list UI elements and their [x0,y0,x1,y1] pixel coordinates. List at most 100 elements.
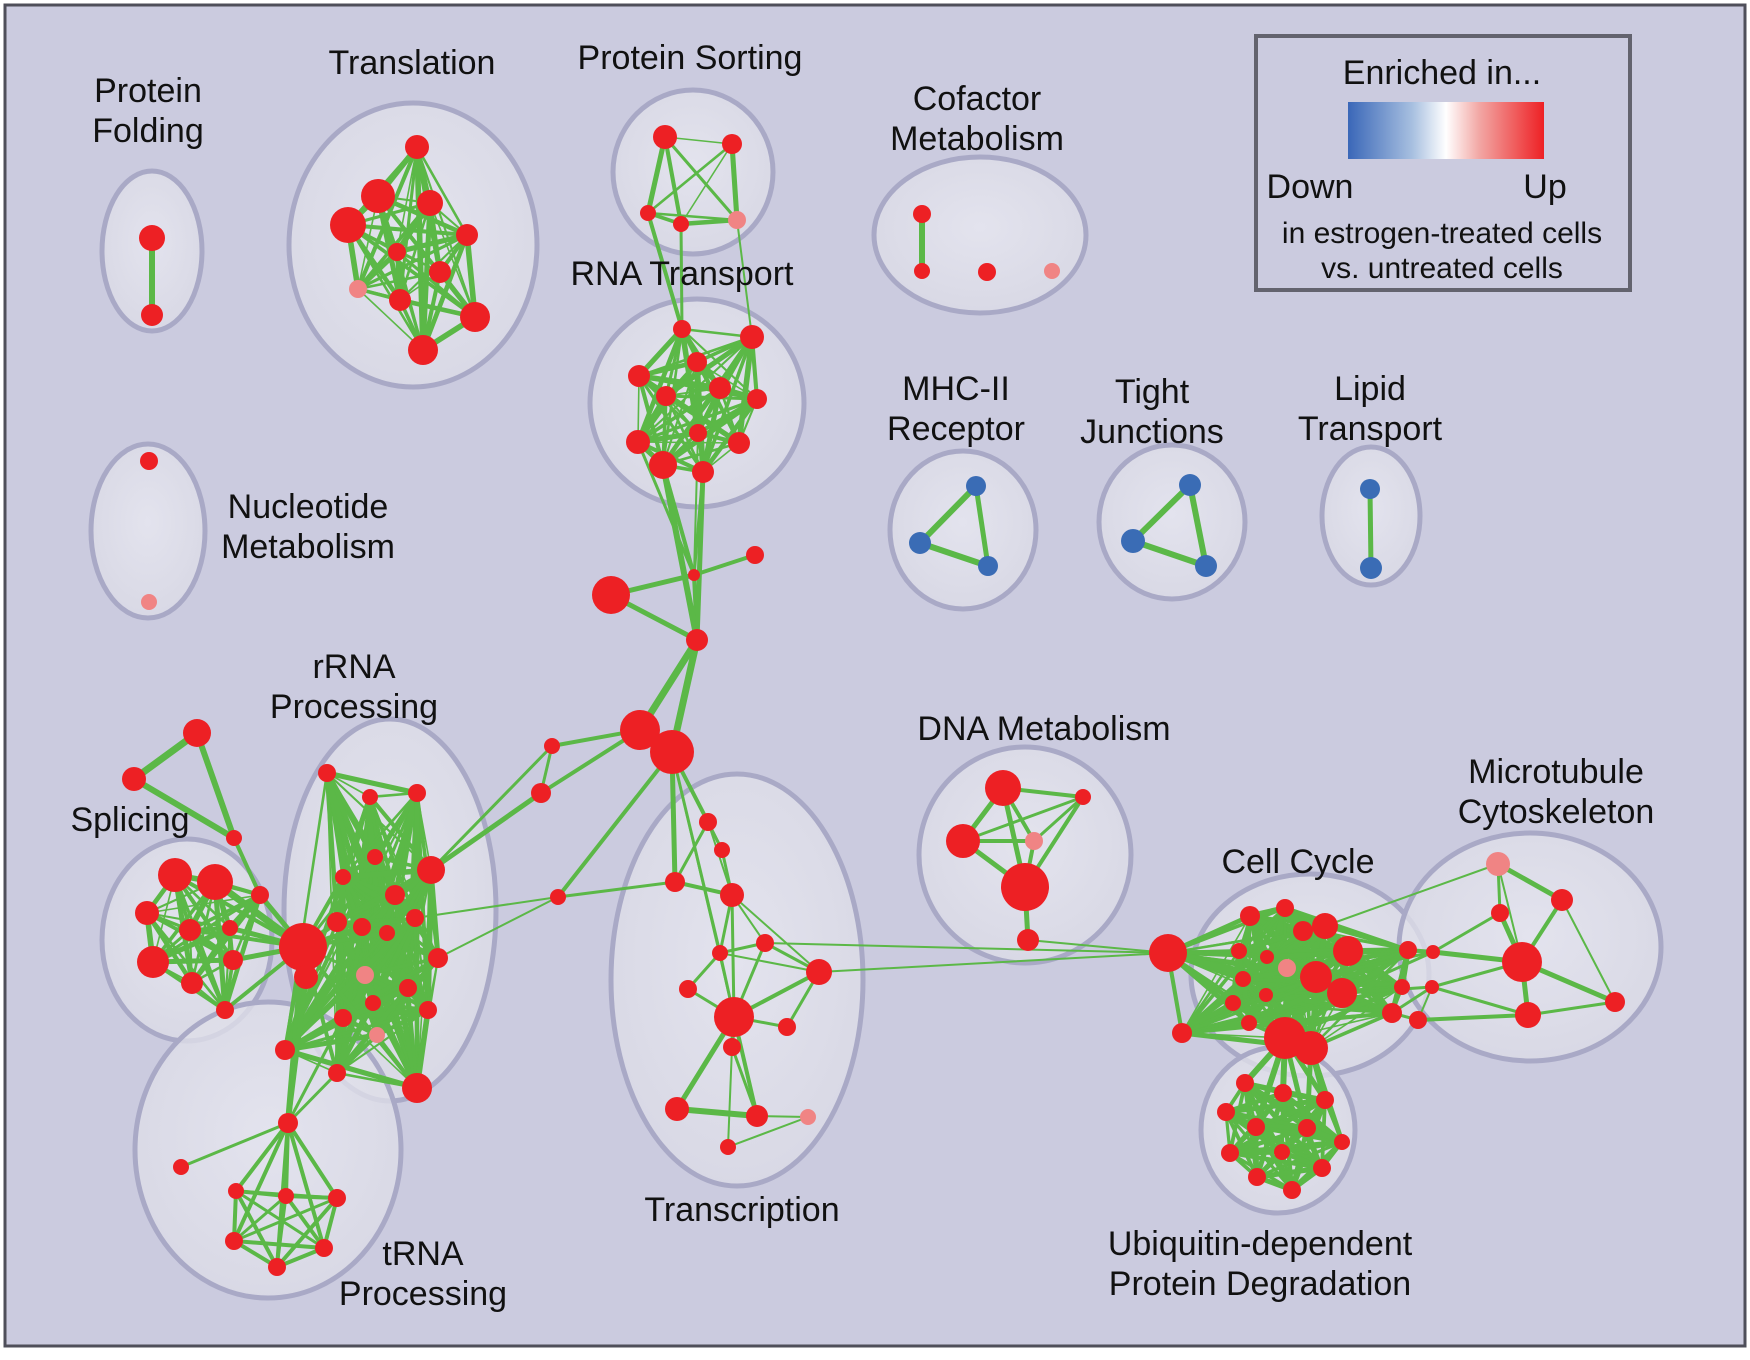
gene-set-node-splicing [135,901,159,925]
gene-set-node-translation [460,302,490,332]
edge-rna [635,326,685,445]
edge-trna [284,1194,326,1250]
gene-set-node-transcription [756,934,774,952]
gene-set-node-translation [361,179,395,213]
cluster-label-nucleotide: Nucleotide Metabolism [221,488,395,566]
gene-set-node-transcription [800,1109,816,1125]
gene-set-node-cofactor [978,263,996,281]
gene-set-node-cc [1327,978,1357,1008]
gene-set-node-mt [1605,992,1625,1012]
gene-set-node-transcription [665,1097,689,1121]
cluster-label-ps: Protein Sorting [578,39,803,77]
gene-set-node-ub [1274,1144,1290,1160]
gene-set-node-rna [673,320,691,338]
gene-set-node-tri [183,719,211,747]
edge-rrna [425,867,434,1013]
gene-set-node-ps [722,134,742,154]
legend-down-label: Down [1267,168,1354,206]
edge-translation [356,233,469,291]
gene-set-node-lipid [1360,479,1380,499]
edge-link-conn-rrna [437,896,559,959]
edge-tri [131,776,237,841]
edge-link-transcription-cc [764,942,1169,954]
edge-trna [286,1121,326,1250]
edge-trna [179,1121,290,1169]
gene-set-node-cc [1382,1003,1402,1023]
gene-set-node-translation [330,207,366,243]
gene-set-node-conn [665,872,685,892]
gene-set-node-mhc [978,556,998,576]
edge-link-transcription-cc [818,952,1169,973]
gene-set-node-conn [531,783,551,803]
gene-set-node-ub [1247,1118,1265,1136]
gene-set-node-ub [1236,1074,1254,1092]
edge-mhc [917,483,979,546]
gene-set-node-translation [349,280,367,298]
gene-set-node-cc [1259,988,1273,1002]
gene-set-node-conn [592,576,630,614]
gene-set-node-rna [656,386,676,406]
edge-link-trna-rrna [286,1016,345,1125]
gene-set-node-rna [747,389,767,409]
edge-ps [662,134,684,227]
gene-set-node-conn [620,710,660,750]
cluster-label-rna: RNA Transport [571,255,795,293]
edge-rna [701,335,754,474]
gene-set-node-rrna [334,1009,352,1027]
gene-set-node-dna [1017,929,1039,951]
cluster-ellipse-tight [1096,442,1248,602]
legend-box [1254,34,1632,292]
gene-set-node-rna [740,325,764,349]
gene-set-node-ps [653,125,677,149]
edge-conn [556,880,677,899]
edge-cc [1180,906,1287,1035]
edge-cc [1180,949,1241,1035]
edge-link-ps-rna [646,211,684,331]
gene-set-node-ub [1313,1159,1331,1177]
cluster-ellipse-ps [610,87,776,257]
edge-trna [275,1194,288,1269]
cluster-label-rrna: rRNA Processing [270,648,438,726]
edge-rrna [282,915,418,1053]
edge-link-rna-conn [660,462,700,643]
legend-gradient-bar [1348,102,1544,159]
gene-set-node-rrna [385,885,405,905]
gene-set-node-cc [1394,979,1410,995]
edge-link-conn-rrna [414,896,559,919]
edge-link-mt-cc [1340,950,1435,995]
gene-set-node-splicing [216,1001,234,1019]
gene-set-node-cc [1312,913,1338,939]
edge-ub [1254,1165,1325,1180]
gene-set-node-splicing [158,858,192,892]
gene-set-node-ps [728,211,746,229]
gene-set-node-translation [405,135,429,159]
edge-transcription [719,952,820,973]
gene-set-node-rrna [362,789,378,805]
edge-mt [1430,985,1530,1017]
gene-set-node-cofactor [1044,263,1060,279]
gene-set-node-rrna [399,979,417,997]
edge-trna [232,1194,288,1243]
cluster-label-mt: Microtubule Cytoskeleton [1458,753,1655,831]
edge-mhc [917,540,991,569]
gene-set-node-ps [673,216,689,232]
edge-link-conn-rrna [429,744,554,872]
gene-set-node-trna [225,1232,243,1250]
edge-ub [1279,1139,1345,1155]
gene-set-node-translation [429,261,451,283]
gene-set-node-ps [640,205,656,221]
edge-rrna [335,893,397,924]
gene-set-node-dna [1001,863,1049,911]
gene-set-node-rrna [406,909,424,927]
gene-set-node-rna [728,432,750,454]
edge-translation [356,270,442,291]
gene-set-node-rrna [402,1073,432,1103]
edge-tri [194,730,237,841]
gene-set-node-mt [1486,852,1510,876]
edge-transcription [727,1116,809,1148]
edge-ps [663,135,739,222]
gene-set-node-rna [628,365,650,387]
edge-translation [429,202,476,318]
edge-mt [1431,911,1502,954]
gene-set-node-mhc [909,532,931,554]
